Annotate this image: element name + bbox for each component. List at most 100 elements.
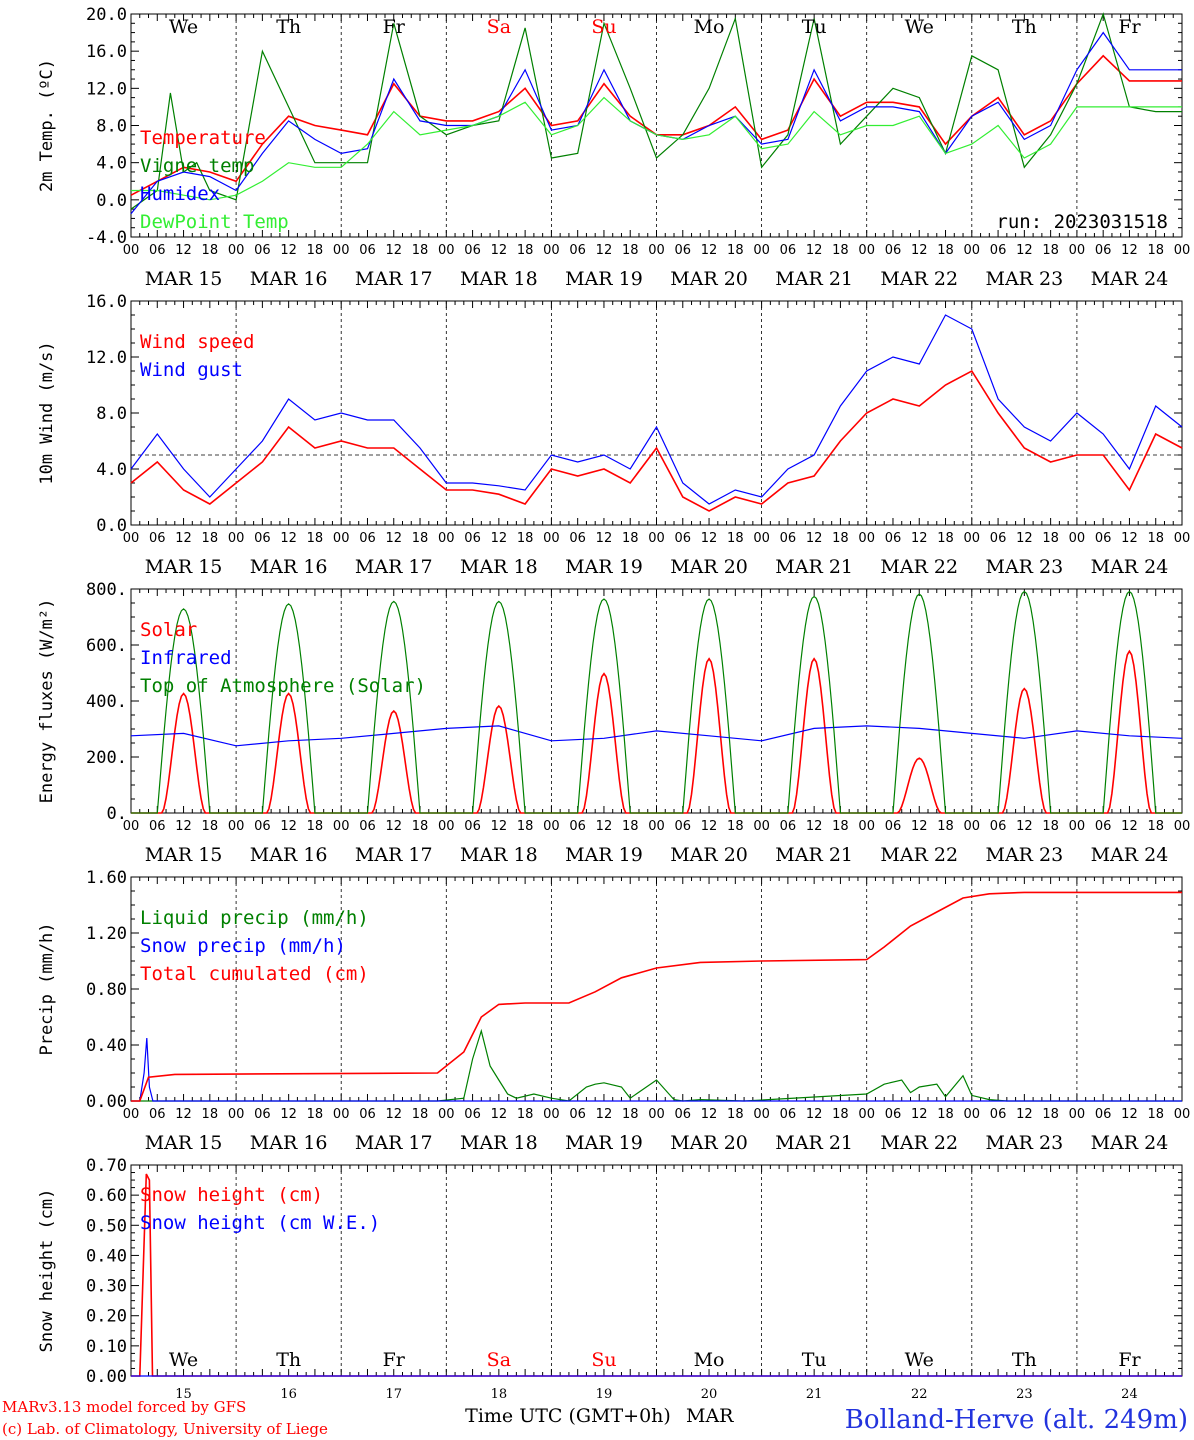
hour-tick-label: 12 xyxy=(596,1107,613,1122)
weekday-label: Sa xyxy=(487,1349,511,1371)
hour-tick-label: 00 xyxy=(648,531,665,546)
legend-entry: Temperature xyxy=(140,127,266,149)
hour-tick-label: 00 xyxy=(438,531,455,546)
hour-tick-label: 12 xyxy=(491,531,508,546)
hour-tick-label: 06 xyxy=(464,1107,481,1122)
hour-tick-label: 12 xyxy=(911,819,928,834)
date-label: MAR 18 xyxy=(460,1132,538,1154)
hour-tick-label: 00 xyxy=(438,243,455,258)
date-label: MAR 23 xyxy=(985,844,1063,866)
hour-tick-label: 06 xyxy=(569,819,586,834)
hour-tick-label: 06 xyxy=(254,243,271,258)
hour-tick-label: 18 xyxy=(832,243,849,258)
hour-tick-label: 18 xyxy=(1147,819,1164,834)
hour-tick-label: 18 xyxy=(1042,531,1059,546)
hour-tick-label: 12 xyxy=(1016,1107,1033,1122)
legend-entry: Snow height (cm W.E.) xyxy=(140,1212,380,1234)
hour-tick-label: 18 xyxy=(727,1107,744,1122)
date-label: MAR 18 xyxy=(460,268,538,290)
hour-tick-label: 06 xyxy=(885,531,902,546)
hour-tick-label: 12 xyxy=(385,531,402,546)
weekday-label: We xyxy=(169,1349,198,1371)
hour-tick-label: 00 xyxy=(648,243,665,258)
y-axis-label: Snow height (cm) xyxy=(37,1189,57,1353)
hour-tick-label: 06 xyxy=(675,243,692,258)
hour-tick-label: 12 xyxy=(701,819,718,834)
date-label: MAR 19 xyxy=(565,1132,643,1154)
hour-tick-label: 00 xyxy=(1069,819,1086,834)
date-label: MAR 17 xyxy=(355,844,433,866)
date-label: MAR 20 xyxy=(670,556,748,578)
hour-tick-label: 12 xyxy=(385,819,402,834)
hour-tick-label: 06 xyxy=(1095,243,1112,258)
y-tick-label: 8.0 xyxy=(96,117,127,137)
date-label: MAR 16 xyxy=(250,556,328,578)
legend-entry: DewPoint Temp xyxy=(140,211,289,233)
hour-tick-label: 06 xyxy=(359,243,376,258)
legend-entry: Snow height (cm) xyxy=(140,1184,323,1206)
date-label: MAR 20 xyxy=(670,268,748,290)
y-tick-label: 0.0 xyxy=(96,516,127,536)
hour-tick-label: 12 xyxy=(806,243,823,258)
hour-tick-label: 06 xyxy=(569,1107,586,1122)
hour-tick-label: 00 xyxy=(543,243,560,258)
y-tick-label: 0.00 xyxy=(86,1367,127,1387)
series-line xyxy=(130,725,1183,747)
hour-tick-label: 18 xyxy=(1147,243,1164,258)
hour-tick-label: 00 xyxy=(228,1107,245,1122)
hour-tick-label: 12 xyxy=(806,531,823,546)
hour-tick-label: 00 xyxy=(543,819,560,834)
date-label: MAR 24 xyxy=(1091,268,1169,290)
hour-tick-label: 12 xyxy=(1121,243,1138,258)
hour-tick-label: 06 xyxy=(1095,531,1112,546)
panel-wind: 0.0 4.0 8.0 12.0 16.0 10m Wind (m/s) Wind spee… xyxy=(37,292,1190,578)
hour-tick-label: 00 xyxy=(753,1107,770,1122)
hour-tick-label: 00 xyxy=(964,531,981,546)
hour-tick-label: 12 xyxy=(491,1107,508,1122)
hour-tick-label: 18 xyxy=(307,819,324,834)
hour-tick-label: 00 xyxy=(753,531,770,546)
day-number-label: 20 xyxy=(701,1387,718,1402)
hour-tick-label: 00 xyxy=(1069,531,1086,546)
date-label: MAR 16 xyxy=(250,1132,328,1154)
date-label: MAR 18 xyxy=(460,556,538,578)
lab-credit: (c) Lab. of Climatology, University of L… xyxy=(2,1420,328,1438)
hour-tick-label: 06 xyxy=(254,819,271,834)
hour-tick-label: 00 xyxy=(964,1107,981,1122)
hour-tick-label: 00 xyxy=(333,819,350,834)
month-label: MAR xyxy=(686,1405,734,1427)
day-number-label: 17 xyxy=(385,1387,402,1402)
hour-tick-label: 18 xyxy=(202,819,219,834)
hour-tick-label: 18 xyxy=(937,243,954,258)
date-label: MAR 22 xyxy=(880,844,958,866)
date-label: MAR 23 xyxy=(985,556,1063,578)
y-tick-label: 0. xyxy=(107,804,127,824)
hour-tick-label: 12 xyxy=(596,531,613,546)
y-tick-label: 16.0 xyxy=(86,292,127,312)
hour-tick-label: 06 xyxy=(675,819,692,834)
weekday-label: Th xyxy=(276,16,301,38)
legend-entry: Total cumulated (cm) xyxy=(140,963,369,985)
hour-tick-label: 18 xyxy=(622,531,639,546)
panel-precip: 0.00 0.40 0.80 1.20 1.60 Precip (mm/h) Liquid … xyxy=(37,868,1190,1154)
panel-snow: 0.00 0.10 0.20 0.30 0.40 0.50 0.60 0.70 Snow hei… xyxy=(37,1156,1183,1402)
date-label: MAR 22 xyxy=(880,1132,958,1154)
hour-tick-label: 00 xyxy=(648,819,665,834)
hour-tick-label: 00 xyxy=(543,531,560,546)
day-number-label: 22 xyxy=(911,1387,928,1402)
date-label: MAR 17 xyxy=(355,268,433,290)
hour-tick-label: 06 xyxy=(149,531,166,546)
y-tick-label: 20.0 xyxy=(86,5,127,25)
date-label: MAR 19 xyxy=(565,844,643,866)
hour-tick-label: 06 xyxy=(990,531,1007,546)
date-label: MAR 22 xyxy=(880,268,958,290)
hour-tick-label: 12 xyxy=(491,243,508,258)
date-label: MAR 23 xyxy=(985,268,1063,290)
hour-tick-label: 18 xyxy=(622,819,639,834)
hour-tick-label: 18 xyxy=(832,531,849,546)
weekday-label: Mo xyxy=(694,16,725,38)
hour-tick-label: 12 xyxy=(1121,1107,1138,1122)
hour-tick-label: 18 xyxy=(517,531,534,546)
legend-entry: Infrared xyxy=(140,647,232,669)
